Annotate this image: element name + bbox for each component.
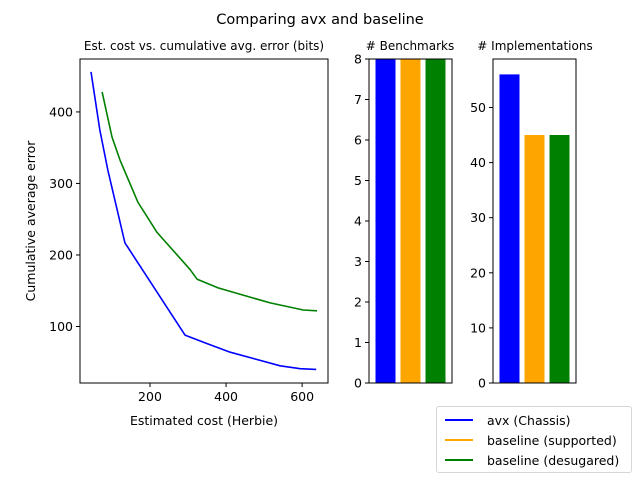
legend-swatch-baseline-desugared — [445, 459, 473, 461]
y-tick-label: 5 — [354, 173, 362, 188]
x-tick-label: 600 — [290, 389, 314, 404]
y-tick-label: 20 — [470, 265, 486, 280]
legend-item-baseline-desugared: baseline (desugared) — [445, 450, 619, 470]
y-tick-label: 7 — [354, 92, 362, 107]
benchmarks-y-ticks: 0 1 2 3 4 5 6 7 8 — [354, 52, 369, 391]
line-panel: Est. cost vs. cumulative avg. error (bit… — [23, 39, 329, 428]
y-tick-label: 300 — [49, 176, 73, 191]
legend-label-avx: avx (Chassis) — [487, 412, 571, 428]
y-tick-label: 1 — [354, 335, 362, 350]
legend-label-baseline-desugared: baseline (desugared) — [487, 452, 620, 468]
line-plot-area — [90, 71, 318, 371]
legend-item-baseline-supported: baseline (supported) — [445, 430, 617, 450]
implementations-y-ticks: 0 10 20 30 40 50 — [470, 100, 493, 391]
line-x-ticks: 200 400 600 — [138, 383, 314, 404]
y-tick-label: 10 — [470, 320, 486, 335]
y-tick-label: 30 — [470, 210, 486, 225]
legend-swatch-avx — [445, 419, 473, 421]
line-axes-frame — [79, 58, 329, 384]
y-tick-label: 0 — [354, 376, 362, 391]
implementations-bars — [499, 74, 570, 384]
implementations-panel: # Implementations 0 10 20 30 40 50 — [470, 39, 593, 391]
y-tick-label: 40 — [470, 155, 486, 170]
y-tick-label: 4 — [354, 214, 362, 229]
benchmarks-panel: # Benchmarks 0 1 2 3 4 5 6 7 8 — [354, 39, 454, 391]
y-tick-label: 0 — [478, 376, 486, 391]
y-tick-label: 100 — [49, 319, 73, 334]
line-x-axis-label: Estimated cost (Herbie) — [130, 413, 278, 428]
x-tick-label: 400 — [214, 389, 238, 404]
line-y-ticks: 100 200 300 400 — [49, 104, 80, 334]
bar-avx-chassis — [499, 74, 520, 384]
bar-baseline-supported — [524, 135, 545, 383]
benchmarks-title: # Benchmarks — [366, 39, 454, 53]
figure-suptitle: Comparing avx and baseline — [216, 12, 424, 28]
legend-label-baseline-supported: baseline (supported) — [487, 432, 617, 448]
x-tick-label: 200 — [138, 389, 162, 404]
y-tick-label: 400 — [49, 104, 73, 119]
y-tick-label: 3 — [354, 254, 362, 269]
line-y-axis-label: Cumulative average error — [23, 140, 38, 302]
implementations-axes-frame — [492, 58, 577, 384]
y-tick-label: 50 — [470, 100, 486, 115]
legend-swatch-baseline-supported — [445, 439, 473, 441]
line-chart-title: Est. cost vs. cumulative avg. error (bit… — [84, 39, 324, 53]
y-tick-label: 200 — [49, 247, 73, 262]
bar-avx-chassis — [375, 59, 396, 383]
y-tick-label: 6 — [354, 133, 362, 148]
bar-baseline-desugared — [425, 59, 446, 383]
legend-item-avx: avx (Chassis) — [445, 410, 571, 430]
bar-baseline-desugared — [549, 135, 570, 383]
implementations-title: # Implementations — [477, 39, 592, 53]
benchmarks-bars — [375, 59, 446, 383]
series-line-avx-chassis — [90, 71, 317, 371]
y-tick-label: 2 — [354, 295, 362, 310]
series-line-baseline-desugared — [101, 91, 318, 312]
y-tick-label: 8 — [354, 52, 362, 67]
legend: avx (Chassis) baseline (supported) basel… — [436, 406, 632, 473]
bar-baseline-supported — [400, 59, 421, 383]
